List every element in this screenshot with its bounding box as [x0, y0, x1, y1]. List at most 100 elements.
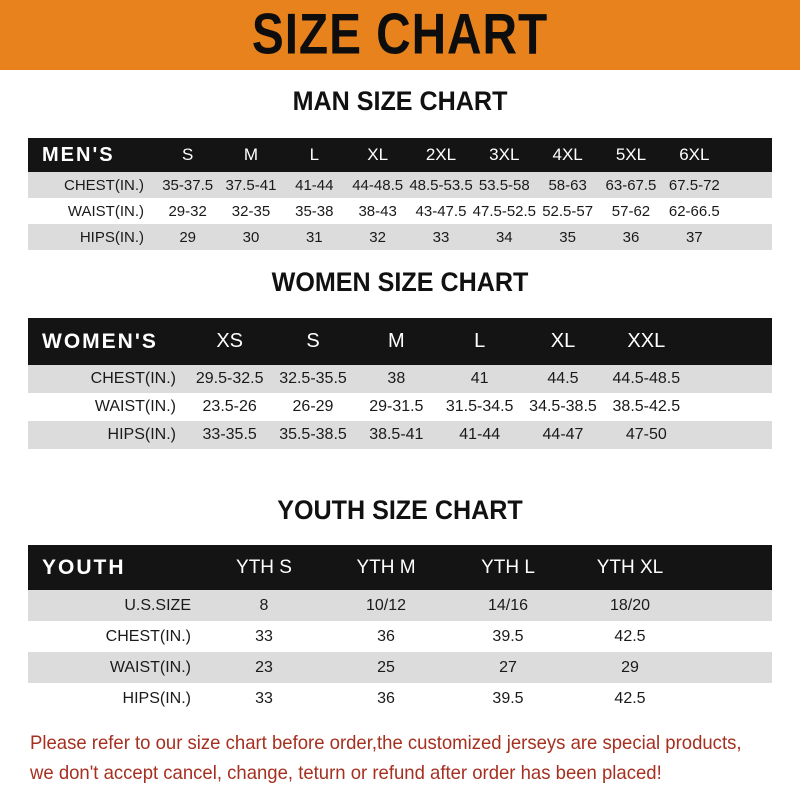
men-cell-0-5: 53.5-58 — [472, 172, 536, 198]
men-cell-0-1: 37.5-41 — [219, 172, 283, 198]
men-cell-1-6: 52.5-57 — [535, 198, 600, 224]
youth-row-0-label: U.S.SIZE — [28, 590, 203, 621]
youth-cell-3-0: 33 — [203, 683, 325, 714]
table-row: HIPS(IN.) 29 30 31 32 33 34 35 36 37 — [28, 224, 772, 250]
table-row: HIPS(IN.) 33 36 39.5 42.5 — [28, 683, 772, 714]
men-cell-1-spacer — [726, 198, 772, 224]
women-cell-1-3: 31.5-34.5 — [437, 393, 522, 421]
men-cell-2-6: 35 — [535, 224, 600, 250]
women-col-0: XS — [216, 330, 243, 352]
women-cell-2-spacer — [688, 421, 772, 449]
banner: SIZE CHART — [0, 0, 800, 70]
women-row-0-label: CHEST(IN.) — [28, 365, 188, 393]
women-cell-0-4: 44.5 — [521, 365, 605, 393]
men-cell-2-5: 34 — [472, 224, 536, 250]
men-col-3: XL — [367, 145, 389, 164]
youth-cell-0-spacer — [691, 590, 772, 621]
youth-row-1-label: CHEST(IN.) — [28, 621, 203, 652]
women-row-2-label: HIPS(IN.) — [28, 421, 188, 449]
men-cell-1-5: 47.5-52.5 — [472, 198, 536, 224]
women-cell-1-spacer — [688, 393, 772, 421]
men-cell-1-8: 62-66.5 — [662, 198, 726, 224]
youth-cell-3-2: 39.5 — [447, 683, 569, 714]
man-section-title: MAN SIZE CHART — [292, 86, 508, 116]
men-cell-2-8: 37 — [662, 224, 726, 250]
youth-cell-0-3: 18/20 — [569, 590, 691, 621]
youth-cell-3-3: 42.5 — [569, 683, 691, 714]
table-row: CHEST(IN.) 29.5-32.5 32.5-35.5 38 41 44.… — [28, 365, 772, 393]
men-col-0: S — [181, 145, 194, 164]
men-cell-1-7: 57-62 — [599, 198, 663, 224]
youth-cell-1-3: 42.5 — [569, 621, 691, 652]
men-cell-1-4: 43-47.5 — [409, 198, 473, 224]
youth-col-1: YTH M — [356, 556, 416, 578]
youth-cell-1-0: 33 — [203, 621, 325, 652]
women-col-3: L — [474, 330, 486, 352]
women-cell-0-0: 29.5-32.5 — [188, 365, 272, 393]
women-cell-2-0: 33-35.5 — [188, 421, 272, 449]
women-section-title: WOMEN SIZE CHART — [271, 267, 529, 297]
men-col-5: 3XL — [489, 145, 520, 164]
men-cell-2-1: 30 — [219, 224, 283, 250]
women-cell-2-3: 41-44 — [437, 421, 522, 449]
women-cell-0-2: 38 — [354, 365, 438, 393]
women-cell-1-0: 23.5-26 — [188, 393, 272, 421]
women-cell-1-5: 38.5-42.5 — [604, 393, 688, 421]
women-cell-1-4: 34.5-38.5 — [521, 393, 605, 421]
women-cell-2-4: 44-47 — [521, 421, 605, 449]
youth-cell-2-3: 29 — [569, 652, 691, 683]
men-size-table: MEN'S S M L XL 2XL 3XL 4XL 5XL 6XL CHEST… — [28, 138, 772, 250]
men-cell-1-1: 32-35 — [219, 198, 283, 224]
women-col-spacer — [688, 318, 772, 365]
men-col-4: 2XL — [425, 145, 457, 164]
youth-size-table: YOUTH YTH S YTH M YTH L YTH XL U.S.SIZE … — [28, 545, 772, 714]
women-col-1: S — [306, 330, 320, 352]
table-row: WAIST(IN.) 23 25 27 29 — [28, 652, 772, 683]
table-row: CHEST(IN.) 35-37.5 37.5-41 41-44 44-48.5… — [28, 172, 772, 198]
men-cell-2-7: 36 — [599, 224, 663, 250]
men-col-1: M — [243, 145, 259, 164]
youth-cell-0-0: 8 — [203, 590, 325, 621]
men-cell-0-4: 48.5-53.5 — [409, 172, 473, 198]
men-cell-0-3: 44-48.5 — [345, 172, 410, 198]
men-rowhead-label: MEN'S — [42, 143, 115, 166]
table-row: CHEST(IN.) 33 36 39.5 42.5 — [28, 621, 772, 652]
women-cell-1-1: 26-29 — [271, 393, 355, 421]
youth-cell-1-spacer — [691, 621, 772, 652]
men-cell-0-7: 63-67.5 — [599, 172, 663, 198]
women-cell-0-5: 44.5-48.5 — [604, 365, 688, 393]
youth-rowhead-label: YOUTH — [42, 555, 126, 579]
women-col-4: XL — [550, 330, 576, 352]
youth-cell-2-0: 23 — [203, 652, 325, 683]
women-cell-0-spacer — [688, 365, 772, 393]
youth-col-3: YTH XL — [596, 556, 664, 578]
table-row: U.S.SIZE 8 10/12 14/16 18/20 — [28, 590, 772, 621]
women-cell-1-2: 29-31.5 — [354, 393, 438, 421]
youth-cell-1-2: 39.5 — [447, 621, 569, 652]
men-col-6: 4XL — [552, 145, 583, 164]
youth-col-2: YTH L — [481, 556, 535, 578]
youth-cell-2-1: 25 — [325, 652, 447, 683]
women-cell-0-1: 32.5-35.5 — [271, 365, 355, 393]
youth-cell-0-1: 10/12 — [325, 590, 447, 621]
men-row-0-label: CHEST(IN.) — [28, 172, 156, 198]
youth-row-3-label: HIPS(IN.) — [28, 683, 203, 714]
women-table-header-row: WOMEN'S XS S M L XL XXL — [28, 318, 772, 365]
men-row-2-label: HIPS(IN.) — [28, 224, 156, 250]
youth-row-2-label: WAIST(IN.) — [28, 652, 203, 683]
youth-cell-1-1: 36 — [325, 621, 447, 652]
men-cell-0-0: 35-37.5 — [156, 172, 220, 198]
men-cell-2-spacer — [726, 224, 772, 250]
youth-col-0: YTH S — [236, 556, 292, 578]
men-col-2: L — [309, 145, 320, 164]
women-col-2: M — [387, 330, 405, 352]
women-rowhead-label: WOMEN'S — [42, 329, 158, 353]
youth-cell-0-2: 14/16 — [447, 590, 569, 621]
men-cell-0-spacer — [726, 172, 772, 198]
men-col-8: 6XL — [679, 145, 710, 164]
order-policy-note-line-2: we don't accept cancel, change, teturn o… — [30, 762, 662, 784]
men-cell-1-0: 29-32 — [156, 198, 220, 224]
women-row-1-label: WAIST(IN.) — [28, 393, 188, 421]
women-cell-2-5: 47-50 — [604, 421, 688, 449]
